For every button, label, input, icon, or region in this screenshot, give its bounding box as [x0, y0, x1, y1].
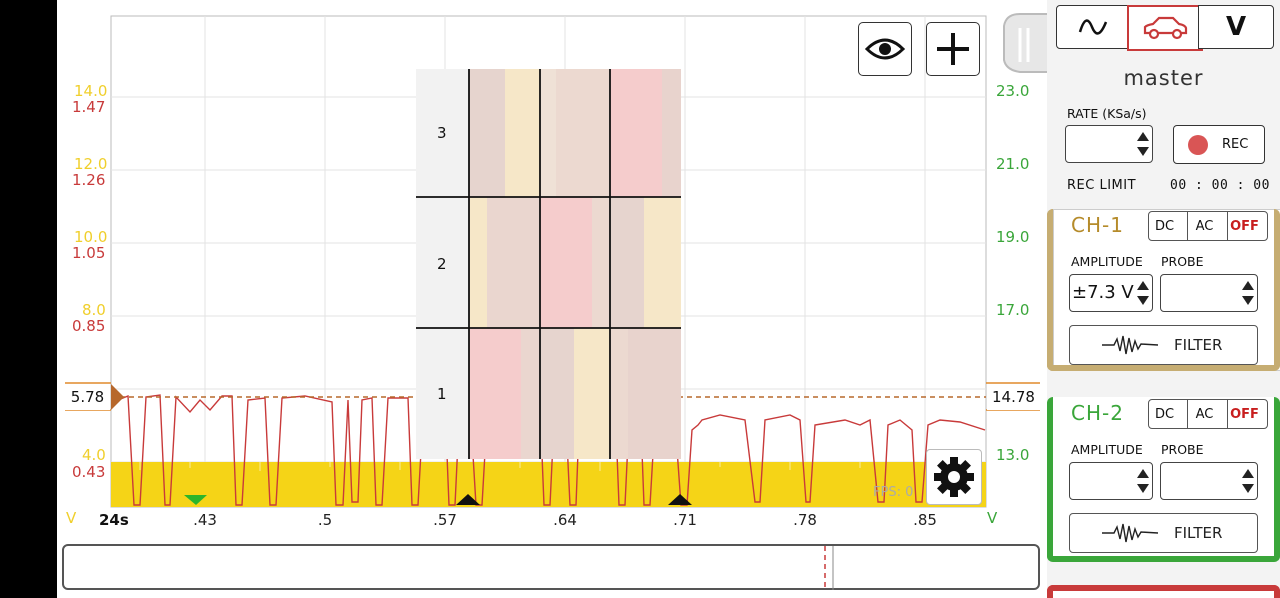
ch2-coupling-off[interactable]: OFF — [1227, 400, 1261, 428]
timeline-scrollbar[interactable] — [62, 544, 1040, 590]
ch2-filter-button[interactable]: FILTER — [1069, 513, 1258, 553]
math-card[interactable] — [1047, 585, 1280, 598]
y-tick-right: 13.0 — [996, 446, 1030, 464]
overlay-row-label: 3 — [437, 124, 447, 142]
overlay-row-label: 1 — [437, 385, 447, 403]
record-button[interactable]: REC — [1173, 125, 1265, 164]
ch2-probe-select[interactable] — [1160, 462, 1258, 500]
gear-icon — [934, 457, 974, 497]
car-icon — [1143, 16, 1188, 40]
drawer-handle[interactable] — [1000, 12, 1050, 74]
ch1-amplitude-select[interactable]: ±7.3 V — [1069, 274, 1153, 312]
ch1-amplitude-value: ±7.3 V — [1072, 282, 1134, 303]
trigger-marker[interactable] — [184, 495, 207, 505]
ch2-coupling-group: DC AC OFF — [1148, 399, 1268, 429]
y-tick-ch1: 8.0 — [82, 301, 106, 319]
ch2-coupling-ac[interactable]: AC — [1187, 400, 1221, 428]
view-toggle-button[interactable] — [858, 22, 912, 76]
ch1-probe-select[interactable] — [1160, 274, 1258, 312]
x-tick: .43 — [193, 511, 217, 529]
ch2-amplitude-select[interactable] — [1069, 462, 1153, 500]
ch1-filter-label: FILTER — [1174, 336, 1223, 354]
ch1-trace-noise — [139, 462, 861, 471]
fps-readout: FPS: 0 — [873, 485, 914, 500]
timeline-position-indicator[interactable] — [815, 546, 835, 590]
ch1-probe-label: PROBE — [1161, 254, 1204, 269]
ch2-probe-label: PROBE — [1161, 442, 1204, 457]
updown-arrows-icon — [1137, 469, 1149, 493]
y-tick-ch1: 14.0 — [74, 82, 108, 100]
cursor-a-marker[interactable] — [456, 494, 480, 505]
mode-voltage-button[interactable]: V — [1198, 5, 1274, 49]
updown-arrows-icon — [1137, 281, 1149, 305]
ch1-coupling-group: DC AC OFF — [1148, 211, 1268, 241]
y-tick-right: 21.0 — [996, 155, 1030, 173]
y-tick-ch1: 12.0 — [74, 155, 108, 173]
ch2-coupling-dc[interactable]: DC — [1154, 406, 1175, 422]
rate-label: RATE (KSa/s) — [1067, 106, 1147, 121]
x-tick: .57 — [433, 511, 457, 529]
y-tick-right: 19.0 — [996, 228, 1030, 246]
y-tick-ch1: 10.0 — [74, 228, 108, 246]
add-button[interactable] — [926, 22, 980, 76]
marker-value-right[interactable]: 14.78 — [987, 384, 1040, 410]
overlay-row-label: 2 — [437, 255, 447, 273]
filter-waveform-icon — [1102, 335, 1159, 355]
marker-handle-left[interactable] — [111, 384, 124, 410]
ch1-frame — [1047, 209, 1280, 371]
ch1-filter-button[interactable]: FILTER — [1069, 325, 1258, 365]
record-label: REC — [1222, 137, 1249, 152]
y-tick-ch2: 1.47 — [72, 98, 106, 116]
y-tick-ch1: 4.0 — [82, 446, 106, 464]
waveform-icon — [1078, 19, 1108, 35]
y-tick-ch2: 0.43 — [72, 463, 106, 481]
x-start-label: 24s — [99, 511, 129, 529]
updown-arrows-icon — [1242, 469, 1254, 493]
y-tick-right: 23.0 — [996, 82, 1030, 100]
x-tick: .64 — [553, 511, 577, 529]
settings-button[interactable] — [926, 449, 982, 505]
mode-automotive-button[interactable] — [1127, 5, 1203, 51]
ch2-amplitude-label: AMPLITUDE — [1071, 442, 1143, 457]
x-tick: .71 — [673, 511, 697, 529]
screen-edge — [0, 0, 57, 598]
cursor-b-marker[interactable] — [668, 494, 692, 505]
ch2-frame — [1047, 397, 1280, 562]
y-unit-left: V — [66, 509, 77, 527]
overlay-heatmap — [416, 69, 681, 459]
y-tick-ch2: 0.85 — [72, 317, 106, 335]
mode-waveform-button[interactable] — [1056, 5, 1130, 49]
rate-select[interactable] — [1065, 125, 1153, 163]
y-tick-ch2: 1.26 — [72, 171, 106, 189]
x-tick: .5 — [317, 511, 333, 529]
ch1-amplitude-label: AMPLITUDE — [1071, 254, 1143, 269]
record-icon — [1188, 134, 1208, 155]
eye-icon — [865, 38, 905, 60]
updown-arrows-icon — [1137, 132, 1149, 156]
ch1-coupling-ac[interactable]: AC — [1187, 212, 1221, 240]
ch2-filter-label: FILTER — [1174, 524, 1223, 542]
rec-limit-value[interactable]: 00 : 00 : 00 — [1170, 178, 1270, 193]
panel-title: master — [1123, 66, 1204, 90]
updown-arrows-icon — [1242, 281, 1254, 305]
ch1-coupling-dc[interactable]: DC — [1154, 218, 1175, 234]
ch2-title: CH-2 — [1071, 401, 1124, 425]
scope-plot[interactable] — [0, 0, 1047, 598]
y-tick-ch2: 1.05 — [72, 244, 106, 262]
ch1-coupling-off[interactable]: OFF — [1227, 212, 1261, 240]
ch1-trace-band — [111, 462, 986, 507]
filter-waveform-icon — [1102, 523, 1159, 543]
x-tick: .78 — [793, 511, 817, 529]
x-tick: .85 — [913, 511, 937, 529]
rec-limit-label: REC LIMIT — [1067, 178, 1137, 193]
marker-value-left[interactable]: 5.78 — [65, 384, 110, 410]
plus-icon — [937, 33, 969, 65]
y-unit-right: V — [987, 509, 998, 527]
ch1-title: CH-1 — [1071, 213, 1124, 237]
y-tick-right: 17.0 — [996, 301, 1030, 319]
